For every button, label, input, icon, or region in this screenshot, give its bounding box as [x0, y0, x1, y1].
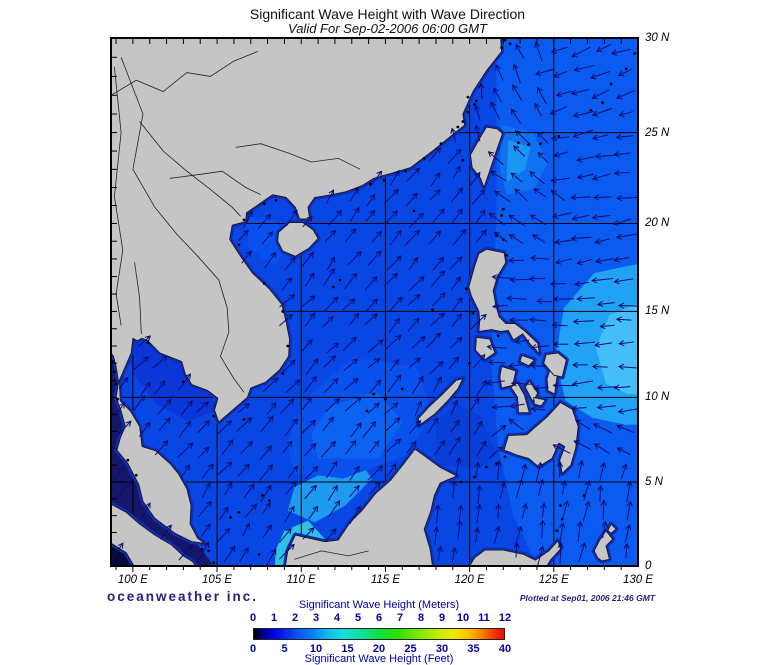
lat-label: 10 N [645, 391, 670, 404]
colorbar-meters-tick: 9 [438, 612, 446, 624]
colorbar-meters-tick: 7 [396, 612, 404, 624]
colorbar-meters-tick: 1 [270, 612, 278, 624]
lat-label: 30 N [645, 32, 670, 44]
colorbar-feet-tick: 15 [341, 643, 354, 655]
colorbar-meters-tick: 3 [312, 612, 320, 624]
colorbar-feet-tick: 10 [309, 643, 323, 655]
chart-title: Significant Wave Height with Wave Direct… [249, 6, 526, 22]
colorbar-feet-tick: 40 [498, 643, 512, 655]
colorbar-title-meters: Significant Wave Height (Meters) [298, 599, 460, 611]
colorbar-feet-tick: 20 [372, 643, 386, 655]
colorbar-meters-tick: 11 [478, 612, 490, 624]
colorbar-meters-tick: 10 [456, 612, 470, 624]
lat-label: 20 N [645, 217, 670, 230]
colorbar-feet-tick: 5 [281, 643, 288, 655]
lat-label: 15 N [645, 305, 670, 318]
lon-label: 130 E [622, 574, 654, 586]
colorbar-feet-tick: 35 [467, 643, 480, 655]
chart-valid-time: Valid For Sep-02-2006 06:00 GMT [288, 21, 487, 36]
colorbar-title-feet: Significant Wave Height (Feet) [304, 653, 454, 665]
plotted-timestamp: Plotted at Sep01, 2006 21:46 GMT [519, 593, 655, 603]
colorbar-meters-tick: 2 [291, 612, 299, 624]
lon-label: 100 E [117, 574, 148, 586]
colorbar-meters-tick: 0 [249, 612, 257, 624]
lat-label: 5 N [645, 476, 663, 488]
colorbar-feet-tick: 30 [435, 643, 449, 655]
lon-label: 125 E [538, 574, 569, 586]
oceanweather-logo-text: oceanweather inc. [107, 589, 259, 604]
colorbar-feet-tick: 0 [249, 643, 257, 655]
lon-label: 110 E [286, 574, 316, 586]
lon-label: 120 E [454, 574, 485, 586]
colorbar-meters-tick: 12 [498, 612, 512, 624]
lat-label: 25 N [645, 126, 670, 139]
colorbar-meters-tick: 8 [417, 612, 425, 624]
colorbar-meters-tick: 5 [354, 612, 362, 624]
lon-label: 105 E [202, 574, 233, 586]
lon-label: 115 E [370, 574, 401, 586]
colorbar-gradient [253, 628, 505, 640]
colorbar-meters-tick: 6 [375, 612, 383, 624]
lat-label: 0 [645, 560, 652, 572]
colorbar-feet-tick: 25 [404, 643, 417, 655]
colorbar-meters-tick: 4 [333, 612, 341, 624]
